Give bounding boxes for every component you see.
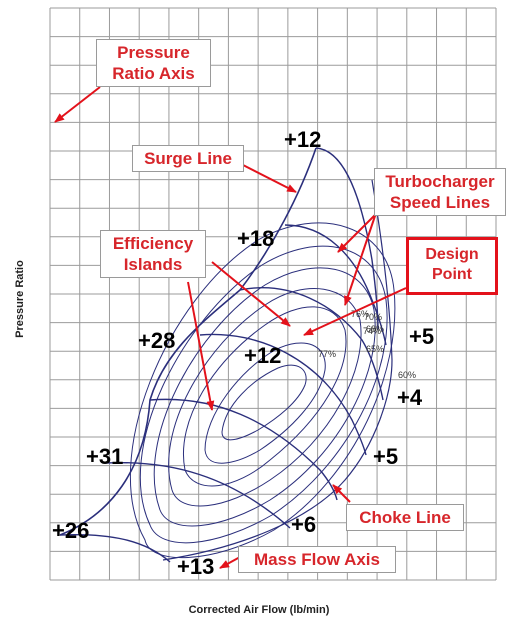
callout-pressure-ratio-axis: Pressure Ratio Axis [96,39,211,87]
number-label: +5 [409,324,435,349]
callout-efficiency-islands: Efficiency Islands [100,230,206,278]
efficiency-island [221,364,307,441]
number-label: +18 [237,226,275,251]
pressure-ratio-arrow [54,86,101,123]
efficiency-arrow [211,261,291,327]
efficiency-island [168,288,362,507]
efficiency-labels: 76%70% 74%68% 77% 65% 60% [318,309,416,380]
efficiency-arrow [187,281,215,411]
speed-line [315,147,379,331]
efficiency-island [139,245,388,544]
number-label: +12 [244,343,282,368]
number-label: +28 [138,328,176,353]
efficiency-label: 70% [364,312,382,322]
number-label: +5 [373,444,399,469]
choke-line [162,179,393,561]
efficiency-island [183,306,347,487]
callout-mass-flow-axis: Mass Flow Axis [238,546,396,573]
number-label: +4 [397,385,423,410]
number-label: +26 [52,518,90,543]
mass-flow-arrow [219,556,241,569]
speed-line-arrow [344,212,377,306]
number-label: +13 [177,554,215,579]
efficiency-label: 77% [318,349,336,359]
efficiency-label: 74% [363,326,381,336]
efficiency-label: 65% [366,344,384,354]
efficiency-label: 68% [366,324,384,334]
callout-design-point: Design Point [406,237,498,295]
speed-line [104,461,291,529]
surge-line [59,147,317,536]
speed-line [199,333,367,456]
number-label: +12 [284,127,322,152]
callout-surge-line: Surge Line [132,145,244,172]
choke-line-arrow [332,484,351,503]
number-label: +6 [291,512,317,537]
speed-line [284,224,387,346]
number-label: +31 [86,444,124,469]
callout-choke-line: Choke Line [346,504,464,531]
x-axis-label: Corrected Air Flow (lb/min) [188,604,330,616]
speed-line [59,533,171,563]
efficiency-island [204,342,326,464]
surge-line-arrow [242,164,297,193]
efficiency-label: 76% [351,309,369,319]
efficiency-label: 60% [398,370,416,380]
design-point-arrow [303,287,407,336]
efficiency-island [153,267,376,527]
speed-line [239,287,384,401]
callout-speed-lines: Turbocharger Speed Lines [374,168,506,216]
efficiency-island [130,222,396,559]
y-axis-label: Pressure Ratio [14,260,26,338]
